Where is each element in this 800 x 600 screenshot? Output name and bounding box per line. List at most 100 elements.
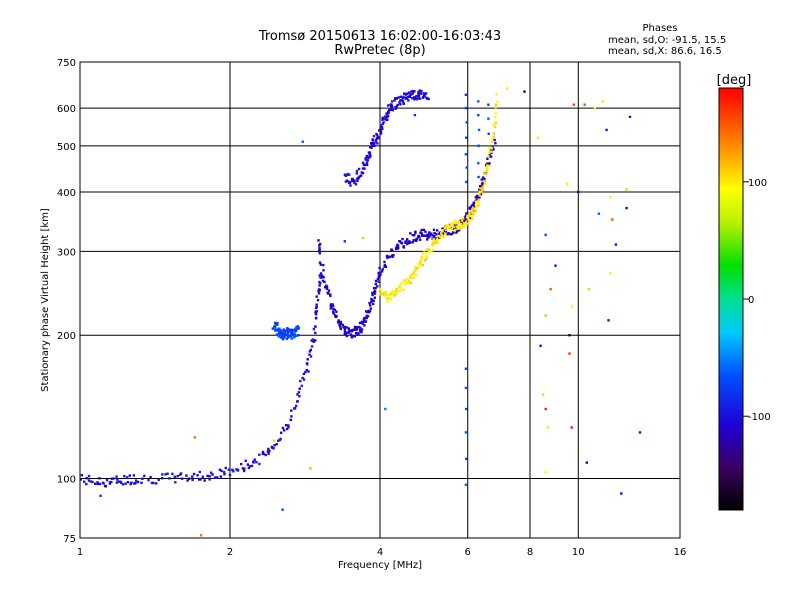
trace-point (488, 147, 491, 150)
trace-point (359, 330, 362, 333)
trace-point (124, 482, 127, 485)
trace-point (209, 471, 213, 474)
trace-point (267, 447, 270, 451)
trace-point (318, 252, 321, 255)
trace-point (370, 297, 373, 301)
trace-point (280, 431, 283, 434)
trace-point (275, 328, 279, 332)
trace-point (308, 353, 311, 356)
trace-point (275, 333, 279, 336)
trace-point (368, 145, 372, 149)
trace-point (248, 465, 252, 468)
trace-point (389, 293, 392, 296)
trace-point (391, 289, 395, 292)
trace-point (147, 479, 150, 482)
trace-point (406, 277, 409, 280)
trace-point (415, 239, 418, 242)
trace-point (395, 290, 398, 293)
trace-point (467, 214, 471, 217)
trace-point (390, 291, 393, 294)
trace-point (361, 167, 365, 170)
trace-point (477, 204, 480, 207)
trace-point (300, 384, 303, 388)
trace-point (275, 442, 278, 446)
trace-point (382, 117, 385, 120)
trace-point (433, 234, 436, 238)
trace-point (314, 325, 317, 328)
trace-point (396, 243, 399, 246)
trace-point (441, 227, 444, 230)
trace-point (359, 326, 362, 330)
trace-point (350, 177, 354, 181)
trace-point (353, 179, 356, 182)
trace-point (365, 316, 368, 320)
trace-point (425, 257, 428, 261)
trace-point (405, 92, 408, 95)
trace-point (373, 144, 376, 148)
trace-point (353, 335, 356, 338)
trace-point (332, 310, 335, 314)
trace-point (492, 123, 495, 126)
trace-point (281, 332, 285, 335)
trace-point (223, 473, 226, 476)
trace-point (478, 196, 481, 199)
trace-point (411, 233, 414, 237)
trace-point (285, 337, 288, 340)
trace-point (373, 141, 376, 145)
trace-point (299, 379, 302, 383)
trace-point (437, 236, 441, 240)
scatter-point (539, 344, 542, 347)
scatter-point (547, 426, 550, 429)
trace-point (485, 171, 489, 174)
trace-point (431, 249, 434, 252)
trace-point (361, 322, 364, 325)
trace-point (295, 404, 298, 408)
trace-point (474, 210, 477, 213)
trace-point (442, 229, 446, 232)
phases-stats-o: mean, sd,O: -91.5, 15.5 (608, 35, 726, 46)
trace-point (380, 125, 384, 129)
trace-point (451, 224, 454, 228)
trace-point (350, 336, 354, 339)
trace-point (450, 232, 454, 236)
trace-point (322, 276, 325, 279)
trace-point (353, 181, 356, 184)
colorbar-tick-label: 100 (748, 178, 767, 189)
trace-point (361, 171, 365, 175)
trace-point (318, 249, 321, 253)
trace-point (393, 99, 396, 102)
trace-point (405, 96, 408, 99)
trace-point (402, 102, 405, 105)
x-tick-label: 2 (227, 547, 233, 558)
trace-point (432, 228, 436, 231)
trace-point (455, 224, 458, 227)
trace-point (141, 477, 144, 480)
trace-point (411, 241, 414, 244)
trace-point (258, 462, 261, 466)
trace-point (273, 321, 277, 325)
trace-point (421, 257, 424, 260)
trace-point (339, 327, 342, 331)
scatter-point (628, 115, 632, 119)
trace-point (302, 378, 306, 381)
trace-point (315, 305, 318, 309)
trace-point (460, 226, 464, 230)
trace-point (85, 482, 88, 486)
trace-point (80, 474, 84, 477)
trace-point (176, 475, 179, 478)
grid-lines (80, 62, 680, 538)
trace-point (372, 134, 376, 138)
trace-point (478, 190, 482, 193)
trace-point (486, 164, 489, 167)
scatter-point (465, 166, 468, 169)
trace-point (474, 209, 477, 212)
trace-point (317, 292, 321, 295)
trace-point (454, 219, 457, 222)
trace-point (89, 480, 92, 483)
trace-point (219, 475, 223, 478)
trace-point (366, 159, 370, 162)
trace-point (457, 227, 460, 230)
y-axis-label: Stationary phase Virtual Height [km] (40, 208, 51, 392)
trace-point (436, 241, 439, 244)
trace-point (365, 161, 369, 164)
